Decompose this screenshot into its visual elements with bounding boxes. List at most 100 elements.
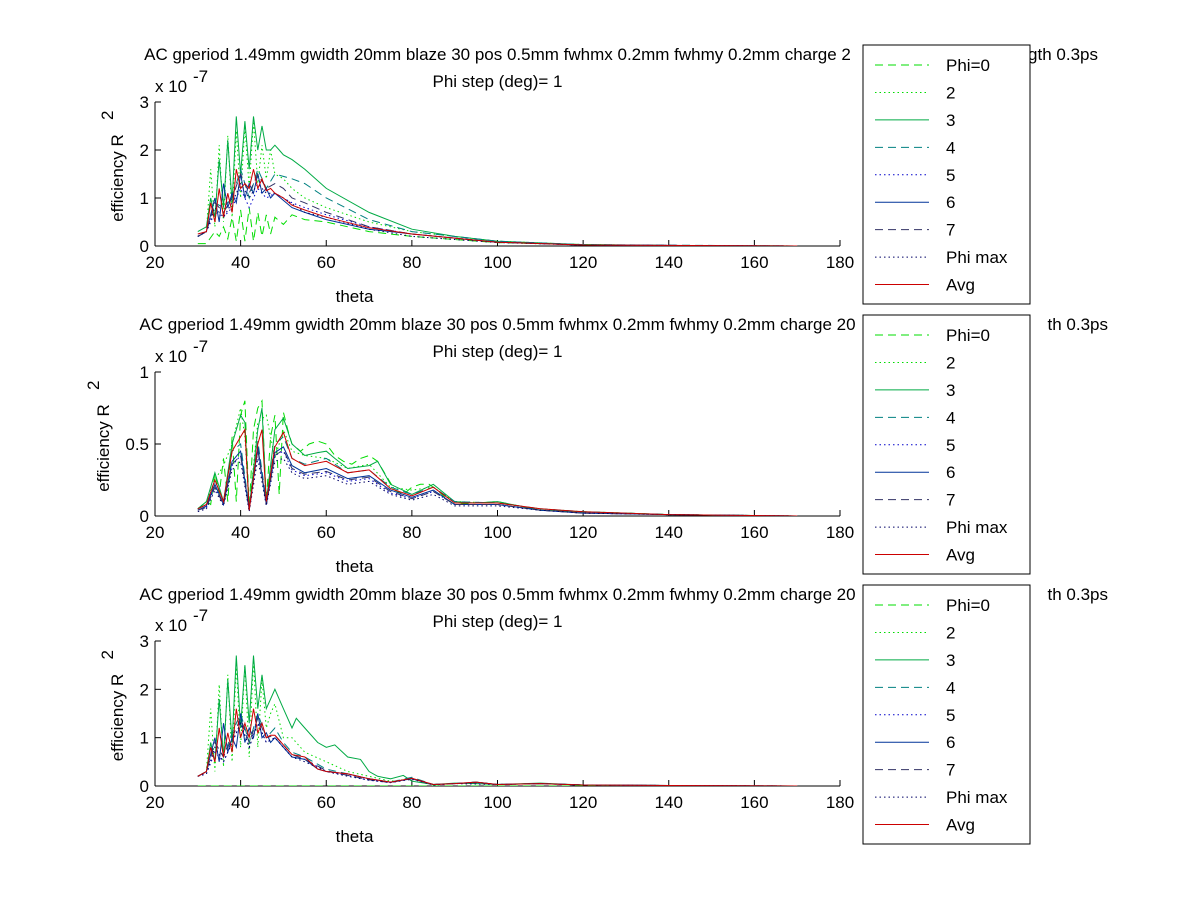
legend-box xyxy=(862,44,1031,305)
y-tick-label: 1 xyxy=(140,363,149,382)
legend-label: 7 xyxy=(946,761,955,780)
series-line-5 xyxy=(197,173,798,246)
series-line-1 xyxy=(197,407,798,516)
x-tick-label: 100 xyxy=(483,523,511,542)
x-tick-label: 60 xyxy=(317,793,336,812)
legend-label: 7 xyxy=(946,221,955,240)
plot-area xyxy=(197,399,798,516)
y-axis-label: efficiency R xyxy=(108,674,127,762)
legend-label: 5 xyxy=(946,706,955,725)
series-line-6 xyxy=(197,449,798,516)
series-line-1 xyxy=(197,660,798,786)
x-tick-label: 140 xyxy=(655,793,683,812)
chart-title-tail: th 0.3ps xyxy=(1048,315,1109,334)
legend-box xyxy=(862,584,1031,845)
y-tick-label: 0 xyxy=(140,237,149,256)
subplot-3: AC gperiod 1.49mm gwidth 20mm blaze 30 p… xyxy=(98,584,1109,846)
series-line-6 xyxy=(197,172,798,246)
legend-label: Avg xyxy=(946,276,975,295)
legend-label: 2 xyxy=(946,353,955,372)
chart-title: AC gperiod 1.49mm gwidth 20mm blaze 30 p… xyxy=(139,585,855,604)
x-tick-label: 120 xyxy=(569,253,597,272)
x-tick-label: 140 xyxy=(655,253,683,272)
y-tick-label: 0 xyxy=(140,777,149,796)
legend-label: Phi max xyxy=(946,518,1008,537)
legend-label: 5 xyxy=(946,436,955,455)
legend-label: Avg xyxy=(946,546,975,565)
legend-label: 5 xyxy=(946,166,955,185)
plot-area xyxy=(197,655,798,786)
series-line-0 xyxy=(197,399,798,516)
series-line-7 xyxy=(197,721,798,786)
x-tick-label: 80 xyxy=(402,253,421,272)
y-tick-label: 3 xyxy=(140,632,149,651)
x-tick-label: 120 xyxy=(569,523,597,542)
legend-label: 2 xyxy=(946,623,955,642)
y-tick-label: 2 xyxy=(140,680,149,699)
y-axis-label-superscript: 2 xyxy=(98,650,117,659)
legend-label: 6 xyxy=(946,193,955,212)
legend-label: Phi max xyxy=(946,788,1008,807)
chart-title: AC gperiod 1.49mm gwidth 20mm blaze 30 p… xyxy=(139,315,855,334)
x-axis-label: theta xyxy=(336,287,374,306)
y-axis-label-superscript: 2 xyxy=(98,111,117,120)
series-line-7 xyxy=(197,457,798,516)
x-tick-label: 40 xyxy=(231,523,250,542)
y-axis-label-group: efficiency R 2 xyxy=(98,111,127,222)
y-exponent-label: x 10 xyxy=(155,77,187,96)
legend-label: 6 xyxy=(946,463,955,482)
y-exponent-superscript: -7 xyxy=(193,337,208,356)
legend-label: Phi=0 xyxy=(946,596,990,615)
chart-title-tail: th 0.3ps xyxy=(1048,585,1109,604)
series-line-4 xyxy=(197,721,798,786)
x-tick-label: 60 xyxy=(317,523,336,542)
y-axis-label-superscript: 2 xyxy=(84,381,103,390)
x-tick-label: 80 xyxy=(402,523,421,542)
x-tick-label: 100 xyxy=(483,793,511,812)
chart-title: AC gperiod 1.49mm gwidth 20mm blaze 30 p… xyxy=(144,45,851,64)
series-line-0 xyxy=(197,207,798,246)
legend-label: 4 xyxy=(946,408,955,427)
legend-label: Phi max xyxy=(946,248,1008,267)
series-line-5 xyxy=(197,446,798,516)
series-line-2 xyxy=(197,116,798,246)
x-tick-label: 60 xyxy=(317,253,336,272)
legend-label: 7 xyxy=(946,491,955,510)
x-tick-label: 40 xyxy=(231,793,250,812)
x-tick-label: 140 xyxy=(655,523,683,542)
chart-subtitle: Phi step (deg)= 1 xyxy=(433,612,563,631)
x-tick-label: 160 xyxy=(740,523,768,542)
x-tick-label: 20 xyxy=(146,253,165,272)
x-axis-label: theta xyxy=(336,827,374,846)
legend: Phi=0 2 3 4 5 6 7 Phi max Avg xyxy=(862,584,1031,845)
series-line-2 xyxy=(197,655,798,786)
y-exponent-superscript: -7 xyxy=(193,67,208,86)
legend: Phi=0 2 3 4 5 6 7 Phi max Avg xyxy=(862,44,1031,305)
x-axis-label: theta xyxy=(336,557,374,576)
series-line-7 xyxy=(197,182,798,246)
y-tick-label: 0 xyxy=(140,507,149,526)
chart-title-tail: gth 0.3ps xyxy=(1028,45,1098,64)
x-tick-label: 20 xyxy=(146,793,165,812)
y-exponent-label: x 10 xyxy=(155,347,187,366)
legend-label: 3 xyxy=(946,651,955,670)
legend-label: 3 xyxy=(946,111,955,130)
x-tick-label: 160 xyxy=(740,793,768,812)
legend-label: 4 xyxy=(946,138,955,157)
x-tick-label: 180 xyxy=(826,523,854,542)
plot-area xyxy=(197,116,798,246)
chart-subtitle: Phi step (deg)= 1 xyxy=(433,72,563,91)
y-tick-label: 2 xyxy=(140,141,149,160)
series-line-3 xyxy=(197,167,798,246)
legend-label: 4 xyxy=(946,678,955,697)
y-axis-label-group: efficiency R 2 xyxy=(84,381,113,492)
series-line-8 xyxy=(197,427,798,516)
x-tick-label: 40 xyxy=(231,253,250,272)
series-line-8 xyxy=(197,169,798,246)
series-line-1 xyxy=(197,121,798,246)
legend-label: Phi=0 xyxy=(946,326,990,345)
y-axis-label: efficiency R xyxy=(94,404,113,492)
x-tick-label: 180 xyxy=(826,793,854,812)
subplot-1: AC gperiod 1.49mm gwidth 20mm blaze 30 p… xyxy=(98,44,1098,306)
